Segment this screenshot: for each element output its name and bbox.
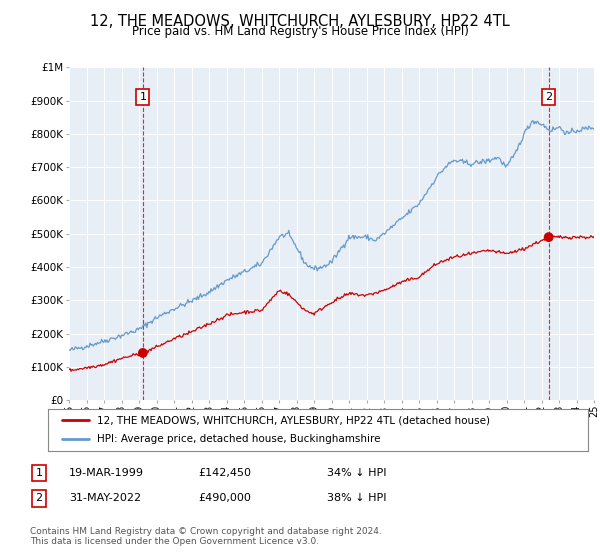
Text: 12, THE MEADOWS, WHITCHURCH, AYLESBURY, HP22 4TL: 12, THE MEADOWS, WHITCHURCH, AYLESBURY, … xyxy=(90,14,510,29)
Text: HPI: Average price, detached house, Buckinghamshire: HPI: Average price, detached house, Buck… xyxy=(97,435,380,445)
Text: 1: 1 xyxy=(35,468,43,478)
Point xyxy=(138,348,148,357)
Text: 2: 2 xyxy=(545,92,552,102)
Text: Contains HM Land Registry data © Crown copyright and database right 2024.
This d: Contains HM Land Registry data © Crown c… xyxy=(30,526,382,546)
Text: £490,000: £490,000 xyxy=(198,493,251,503)
Point xyxy=(544,232,553,241)
Text: 12, THE MEADOWS, WHITCHURCH, AYLESBURY, HP22 4TL (detached house): 12, THE MEADOWS, WHITCHURCH, AYLESBURY, … xyxy=(97,415,490,425)
Text: 34% ↓ HPI: 34% ↓ HPI xyxy=(327,468,386,478)
Text: Price paid vs. HM Land Registry's House Price Index (HPI): Price paid vs. HM Land Registry's House … xyxy=(131,25,469,38)
Text: 19-MAR-1999: 19-MAR-1999 xyxy=(69,468,144,478)
Text: 38% ↓ HPI: 38% ↓ HPI xyxy=(327,493,386,503)
Text: 31-MAY-2022: 31-MAY-2022 xyxy=(69,493,141,503)
Text: 1: 1 xyxy=(139,92,146,102)
Text: 2: 2 xyxy=(35,493,43,503)
Text: £142,450: £142,450 xyxy=(198,468,251,478)
